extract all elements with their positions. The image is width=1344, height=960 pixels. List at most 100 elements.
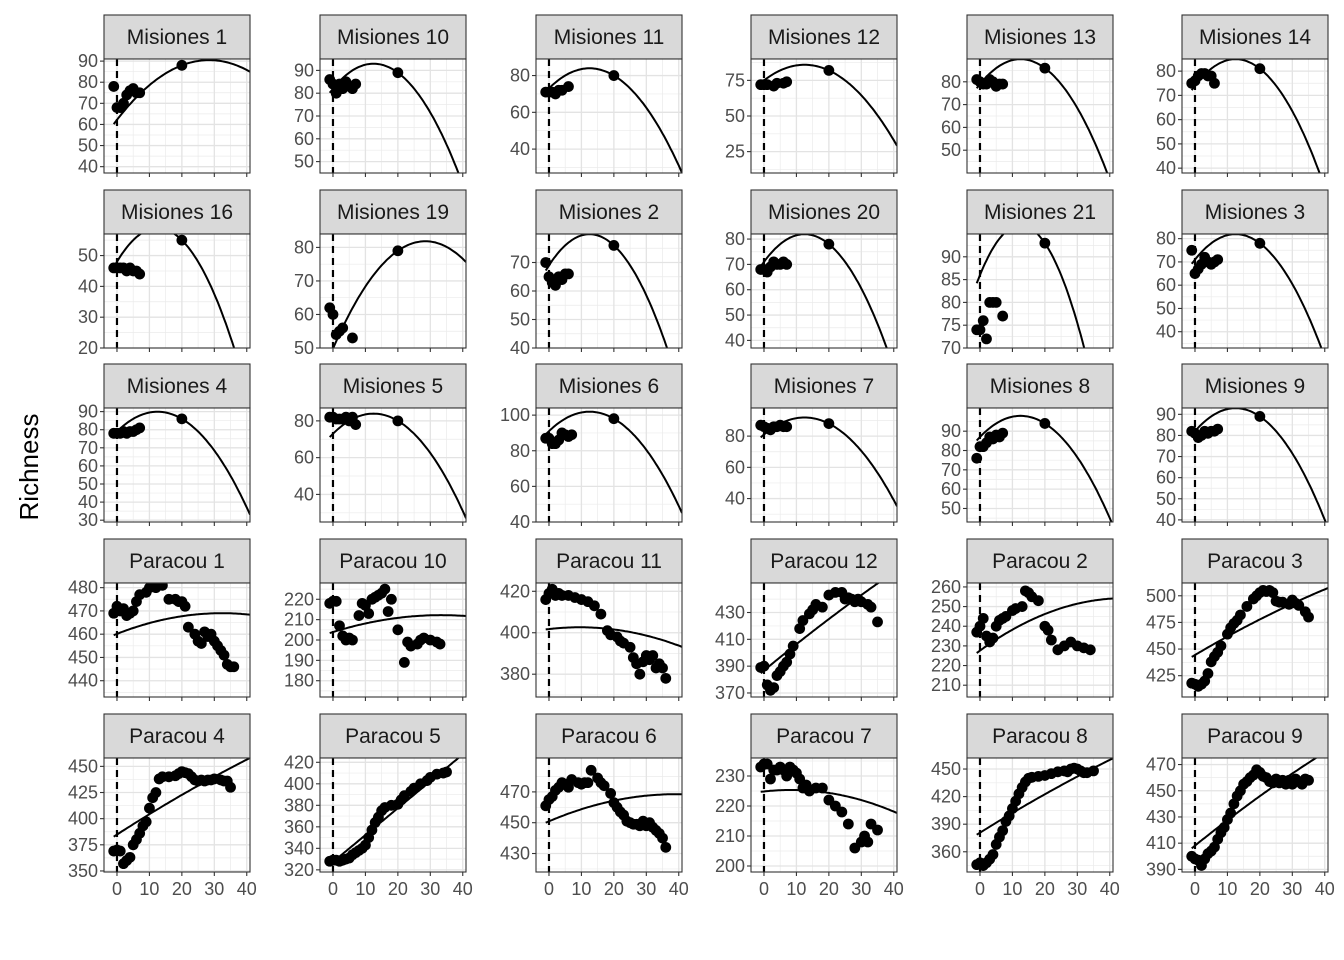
data-point <box>563 268 574 280</box>
y-tick-label: 70 <box>294 271 314 291</box>
y-tick-label: 40 <box>294 484 314 504</box>
plot-area <box>971 59 1109 173</box>
data-point <box>1032 595 1044 607</box>
plot-area <box>971 758 1113 872</box>
facet-panel: Misiones 12 25 50 75 <box>725 14 898 177</box>
y-tick-label: 450 <box>931 759 961 779</box>
panel-border <box>535 757 683 873</box>
data-point <box>337 322 349 334</box>
facet-panel: Paracou 1 440 450 460 470 480 <box>68 538 251 701</box>
panel-border <box>103 58 251 174</box>
y-tick-label: 60 <box>510 102 530 122</box>
data-point <box>585 764 597 776</box>
y-tick-label: 80 <box>78 420 98 440</box>
y-tick-label: 40 <box>78 492 98 512</box>
plot-area <box>324 408 466 522</box>
y-tick-label: 400 <box>284 774 314 794</box>
x-tick-label: 20 <box>388 879 408 899</box>
data-point <box>114 845 126 857</box>
panel-border <box>103 407 251 523</box>
data-point <box>150 787 162 798</box>
facet-strip <box>535 538 683 584</box>
y-tick-label: 420 <box>284 752 314 772</box>
facet-strip <box>1181 189 1329 235</box>
y-tick-label: 470 <box>500 782 530 802</box>
facet-strip <box>319 538 467 584</box>
panel-border <box>750 233 898 349</box>
y-tick-label: 90 <box>294 60 314 80</box>
facet-strip-label: Paracou 11 <box>556 550 662 573</box>
y-tick-label: 380 <box>284 795 314 815</box>
panel-border <box>1181 407 1329 523</box>
data-point <box>327 309 339 320</box>
y-tick-label: 40 <box>725 330 745 350</box>
data-point <box>1045 634 1057 646</box>
y-tick-label: 90 <box>941 421 961 441</box>
plot-area <box>108 59 250 173</box>
facet-panel: Paracou 6 430 450 470 0 10 20 30 40 <box>500 713 689 899</box>
y-tick-label: 440 <box>68 671 98 691</box>
data-point <box>1088 765 1099 777</box>
plot-area <box>1186 234 1323 348</box>
plot-background <box>104 408 250 522</box>
y-tick-label: 40 <box>78 276 98 296</box>
facet-strip-label: Misiones 14 <box>1199 26 1311 49</box>
data-point <box>392 624 404 636</box>
facet-panel: Misiones 6 40 60 80 100 <box>500 363 683 532</box>
y-tick-label: 450 <box>68 756 98 776</box>
x-tick-label: 40 <box>669 879 689 899</box>
data-point <box>608 70 620 81</box>
x-tick-label: 10 <box>571 879 591 899</box>
x-tick-label: 0 <box>544 879 554 899</box>
facet-panel: Misiones 20 40 50 60 70 80 <box>725 189 898 352</box>
y-tick-label: 30 <box>78 307 98 327</box>
y-tick-label: 400 <box>500 623 530 643</box>
data-point <box>987 849 999 860</box>
facet-strip-label: Paracou 1 <box>129 550 225 573</box>
plot-background <box>751 234 897 348</box>
y-tick-label: 70 <box>1156 85 1176 105</box>
data-point <box>823 65 835 76</box>
x-tick-label: 20 <box>172 879 192 899</box>
data-point <box>842 818 854 830</box>
data-point <box>605 788 617 799</box>
panel-border <box>535 58 683 174</box>
y-tick-label: 80 <box>510 66 530 86</box>
data-point <box>1084 644 1096 656</box>
panel-border <box>966 58 1114 174</box>
y-tick-label: 40 <box>1156 322 1176 342</box>
data-point <box>816 782 828 794</box>
x-tick-label: 10 <box>139 879 159 899</box>
panel-border <box>103 582 251 698</box>
x-tick-label: 0 <box>975 879 985 899</box>
data-point <box>540 257 552 268</box>
x-tick-label: 10 <box>355 879 375 899</box>
y-tick-label: 80 <box>1156 61 1176 81</box>
data-point <box>157 583 168 591</box>
data-point <box>624 641 636 653</box>
data-point <box>144 802 155 814</box>
facet-panel: Paracou 12 370 390 410 430 <box>715 538 898 703</box>
panel-border <box>103 757 251 873</box>
data-point <box>1267 587 1279 598</box>
facet-panel: Paracou 3 425 450 475 500 <box>1146 538 1329 701</box>
plot-area <box>324 758 460 872</box>
data-point <box>634 668 646 680</box>
data-point <box>781 259 793 270</box>
data-point <box>195 638 207 649</box>
data-point <box>385 593 397 605</box>
facet-strip-label: Paracou 6 <box>561 725 657 748</box>
panel-border <box>750 407 898 523</box>
plot-area <box>971 583 1113 697</box>
y-tick-label: 50 <box>725 305 745 325</box>
panel-border <box>1181 58 1329 174</box>
panel-border <box>1181 582 1329 698</box>
data-point <box>182 621 194 633</box>
y-tick-label: 475 <box>1146 612 1176 632</box>
data-point <box>977 315 989 327</box>
y-tick-label: 410 <box>715 629 745 649</box>
data-point <box>134 268 146 280</box>
y-tick-label: 50 <box>78 474 98 494</box>
